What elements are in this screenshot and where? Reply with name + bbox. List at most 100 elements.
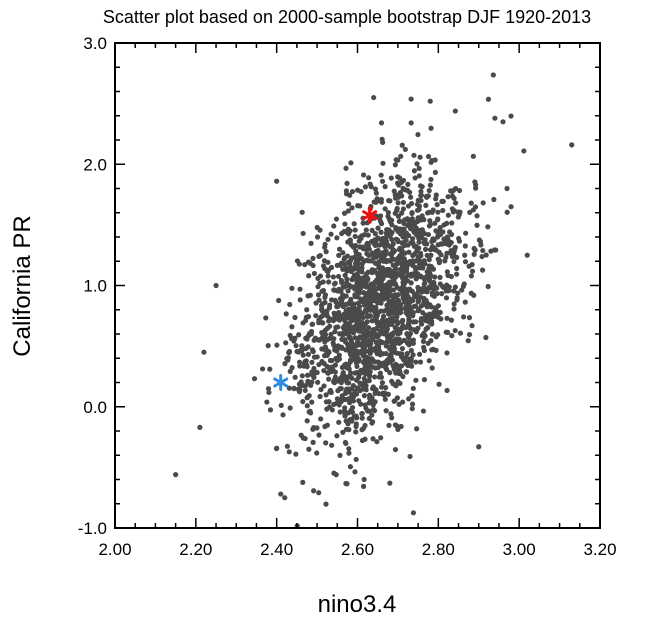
data-point bbox=[394, 306, 400, 312]
data-point bbox=[398, 351, 404, 358]
data-point bbox=[395, 174, 401, 180]
data-point bbox=[421, 239, 427, 245]
data-point bbox=[413, 319, 419, 325]
data-point bbox=[374, 270, 380, 276]
data-point bbox=[335, 273, 342, 280]
data-point bbox=[325, 370, 331, 376]
data-point bbox=[435, 209, 441, 215]
data-point bbox=[410, 297, 416, 304]
data-point bbox=[339, 280, 345, 286]
data-point bbox=[389, 378, 395, 384]
data-point bbox=[331, 470, 337, 476]
data-point bbox=[365, 258, 371, 264]
data-point bbox=[331, 377, 338, 383]
data-point bbox=[372, 186, 379, 192]
data-point bbox=[374, 311, 380, 317]
data-point bbox=[388, 310, 394, 316]
scatter-points bbox=[173, 72, 575, 529]
data-point bbox=[397, 369, 403, 375]
data-point bbox=[379, 339, 385, 346]
data-point bbox=[427, 218, 433, 224]
data-point bbox=[392, 162, 398, 168]
data-point bbox=[427, 302, 433, 308]
data-point bbox=[462, 299, 468, 305]
data-point bbox=[375, 285, 381, 291]
data-point bbox=[319, 313, 325, 320]
data-point bbox=[485, 96, 492, 102]
data-point bbox=[355, 300, 362, 306]
data-point bbox=[365, 243, 372, 249]
data-point bbox=[357, 387, 363, 394]
data-point bbox=[213, 282, 219, 289]
data-point bbox=[305, 293, 311, 299]
data-point bbox=[427, 182, 433, 188]
data-point bbox=[342, 396, 348, 403]
data-point bbox=[409, 210, 415, 216]
x-tick-label: 2.80 bbox=[422, 540, 455, 559]
data-point bbox=[292, 314, 298, 321]
data-point bbox=[478, 242, 484, 248]
data-point bbox=[310, 255, 316, 261]
data-point bbox=[369, 227, 375, 234]
data-point bbox=[363, 227, 369, 233]
data-point bbox=[348, 242, 354, 248]
data-point bbox=[445, 272, 451, 279]
data-point bbox=[380, 331, 386, 337]
data-point bbox=[286, 385, 292, 391]
data-point bbox=[412, 264, 418, 270]
data-point bbox=[355, 327, 361, 333]
data-point bbox=[319, 288, 325, 294]
data-point bbox=[345, 231, 352, 237]
data-point bbox=[360, 483, 367, 489]
data-point bbox=[366, 392, 373, 398]
data-point bbox=[264, 399, 270, 405]
data-point bbox=[379, 320, 385, 326]
data-point bbox=[305, 259, 312, 265]
data-point bbox=[353, 341, 360, 348]
data-point bbox=[446, 284, 452, 290]
data-point bbox=[346, 366, 352, 372]
data-point bbox=[415, 215, 421, 221]
data-point bbox=[344, 268, 350, 274]
data-point bbox=[508, 113, 514, 119]
data-point bbox=[368, 281, 375, 287]
data-point bbox=[327, 323, 333, 329]
data-point bbox=[343, 390, 349, 396]
data-point bbox=[327, 302, 333, 308]
data-point bbox=[402, 250, 408, 256]
data-point bbox=[343, 165, 349, 171]
data-point bbox=[433, 192, 439, 198]
data-point bbox=[374, 439, 380, 445]
data-point bbox=[448, 231, 455, 238]
data-point bbox=[297, 387, 303, 393]
data-point bbox=[483, 252, 489, 258]
data-point bbox=[376, 344, 382, 350]
data-point bbox=[361, 375, 367, 382]
data-point bbox=[302, 435, 308, 442]
data-point bbox=[296, 359, 303, 365]
data-point bbox=[332, 316, 338, 322]
data-point bbox=[385, 293, 391, 299]
data-point bbox=[304, 418, 310, 424]
data-point bbox=[369, 412, 375, 418]
data-point bbox=[328, 231, 334, 237]
data-point bbox=[456, 238, 463, 244]
chart-title: Scatter plot based on 2000-sample bootst… bbox=[103, 7, 591, 27]
data-point bbox=[466, 331, 473, 338]
asterisk-stroke bbox=[273, 377, 289, 388]
data-point bbox=[344, 313, 351, 319]
axis-ticks bbox=[114, 42, 601, 529]
data-point bbox=[386, 344, 392, 350]
data-point bbox=[410, 352, 416, 358]
data-point bbox=[405, 288, 411, 294]
data-point bbox=[318, 416, 324, 422]
data-point bbox=[316, 490, 322, 496]
data-point bbox=[425, 340, 431, 346]
data-point bbox=[324, 422, 330, 428]
data-point bbox=[345, 421, 351, 427]
data-point bbox=[416, 351, 423, 357]
data-point bbox=[359, 437, 366, 444]
data-point bbox=[410, 240, 416, 246]
data-point bbox=[372, 315, 378, 322]
